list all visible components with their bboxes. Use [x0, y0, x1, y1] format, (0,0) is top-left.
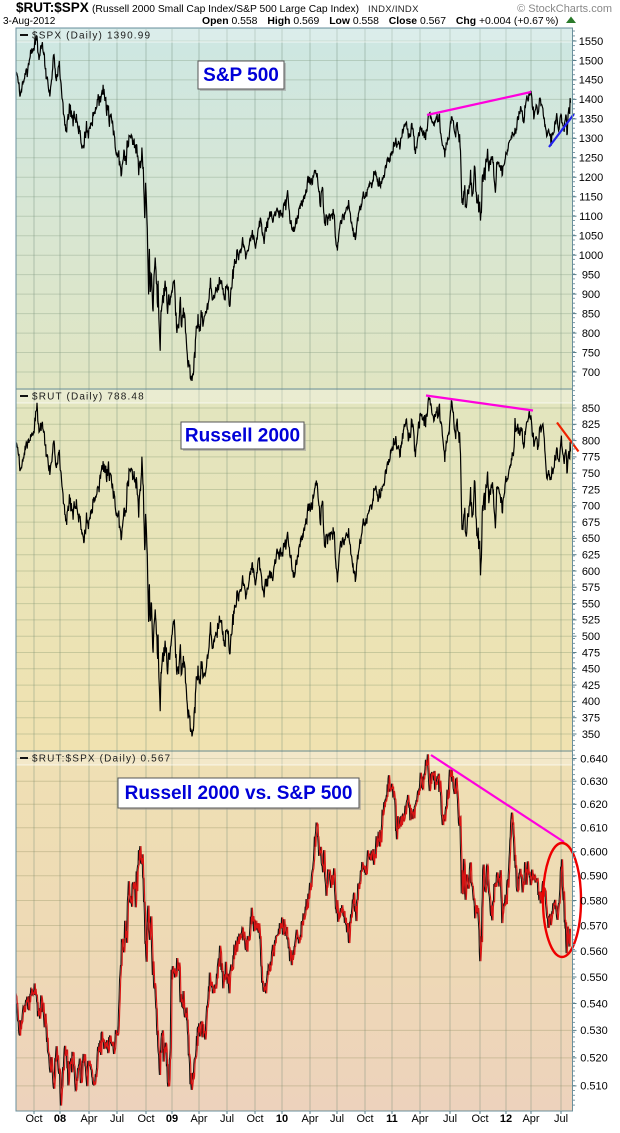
svg-text:Apr: Apr	[522, 1113, 539, 1125]
svg-text:0.530: 0.530	[580, 1025, 608, 1037]
svg-text:1050: 1050	[579, 231, 603, 243]
svg-text:08: 08	[54, 1113, 66, 1125]
svg-text:09: 09	[166, 1113, 178, 1125]
svg-text:Apr: Apr	[301, 1113, 318, 1125]
svg-text:700: 700	[582, 367, 600, 379]
svg-text:1000: 1000	[579, 250, 603, 262]
svg-text:© StockCharts.com: © StockCharts.com	[517, 3, 612, 15]
svg-text:0.640: 0.640	[580, 753, 608, 765]
svg-text:Jul: Jul	[443, 1113, 457, 1125]
svg-text:750: 750	[582, 468, 600, 480]
svg-text:1250: 1250	[579, 153, 603, 165]
svg-text:1100: 1100	[579, 211, 603, 223]
svg-text:0.540: 0.540	[580, 998, 608, 1010]
svg-text:1500: 1500	[579, 55, 603, 67]
svg-text:1300: 1300	[579, 133, 603, 145]
svg-text:350: 350	[582, 729, 600, 741]
svg-text:750: 750	[582, 347, 600, 359]
svg-text:850: 850	[582, 308, 600, 320]
svg-text:0.550: 0.550	[580, 972, 608, 984]
svg-text:0.510: 0.510	[580, 1081, 608, 1093]
svg-text:Oct: Oct	[246, 1113, 263, 1125]
svg-text:1400: 1400	[579, 94, 603, 106]
svg-text:12: 12	[500, 1113, 512, 1125]
svg-text:Oct: Oct	[471, 1113, 488, 1125]
svg-text:0.520: 0.520	[580, 1053, 608, 1065]
svg-text:(Russell 2000 Small Cap Index/: (Russell 2000 Small Cap Index/S&P 500 La…	[92, 4, 359, 15]
svg-text:Jul: Jul	[220, 1113, 234, 1125]
svg-text:450: 450	[582, 664, 600, 676]
svg-text:Apr: Apr	[80, 1113, 97, 1125]
svg-text:$RUT (Daily) 788.48: $RUT (Daily) 788.48	[32, 392, 145, 403]
svg-text:0.630: 0.630	[580, 776, 608, 788]
svg-text:550: 550	[582, 598, 600, 610]
svg-text:600: 600	[582, 566, 600, 578]
svg-text:0.590: 0.590	[580, 871, 608, 883]
svg-text:Apr: Apr	[411, 1113, 428, 1125]
svg-text:1350: 1350	[579, 114, 603, 126]
svg-text:1550: 1550	[579, 36, 603, 48]
svg-text:850: 850	[582, 403, 600, 415]
svg-text:475: 475	[582, 647, 600, 659]
svg-text:0.600: 0.600	[580, 846, 608, 858]
svg-text:3-Aug-2012: 3-Aug-2012	[3, 16, 56, 27]
svg-text:S&P 500: S&P 500	[203, 65, 279, 86]
svg-text:$SPX (Daily) 1390.99: $SPX (Daily) 1390.99	[32, 31, 151, 42]
svg-text:500: 500	[582, 631, 600, 643]
svg-text:1150: 1150	[579, 192, 603, 204]
svg-text:10: 10	[276, 1113, 288, 1125]
svg-text:Oct: Oct	[25, 1113, 42, 1125]
svg-text:1450: 1450	[579, 75, 603, 87]
svg-text:950: 950	[582, 269, 600, 281]
svg-text:400: 400	[582, 696, 600, 708]
svg-text:700: 700	[582, 501, 600, 513]
svg-text:650: 650	[582, 533, 600, 545]
svg-text:0.570: 0.570	[580, 920, 608, 932]
svg-text:375: 375	[582, 713, 600, 725]
svg-text:675: 675	[582, 517, 600, 529]
svg-text:0.610: 0.610	[580, 823, 608, 835]
svg-text:Jul: Jul	[554, 1113, 568, 1125]
svg-text:$RUT:$SPX (Daily) 0.567: $RUT:$SPX (Daily) 0.567	[32, 754, 171, 765]
svg-text:Russell 2000 vs. S&P 500: Russell 2000 vs. S&P 500	[125, 783, 353, 804]
svg-text:825: 825	[582, 419, 600, 431]
svg-text:800: 800	[582, 328, 600, 340]
svg-text:Oct: Oct	[356, 1113, 373, 1125]
svg-text:INDX/INDX: INDX/INDX	[368, 4, 419, 15]
svg-text:1200: 1200	[579, 172, 603, 184]
svg-text:Apr: Apr	[190, 1113, 207, 1125]
svg-text:0.580: 0.580	[580, 895, 608, 907]
svg-text:525: 525	[582, 615, 600, 627]
svg-text:575: 575	[582, 582, 600, 594]
svg-text:0.620: 0.620	[580, 799, 608, 811]
svg-text:425: 425	[582, 680, 600, 692]
svg-text:0.560: 0.560	[580, 946, 608, 958]
svg-text:Russell 2000: Russell 2000	[185, 426, 300, 447]
svg-text:775: 775	[582, 452, 600, 464]
svg-text:900: 900	[582, 289, 600, 301]
svg-text:Jul: Jul	[110, 1113, 124, 1125]
svg-text:725: 725	[582, 484, 600, 496]
svg-text:Oct: Oct	[137, 1113, 154, 1125]
svg-text:Jul: Jul	[330, 1113, 344, 1125]
svg-text:$RUT:$SPX: $RUT:$SPX	[16, 0, 89, 15]
svg-text:800: 800	[582, 435, 600, 447]
svg-text:625: 625	[582, 550, 600, 562]
svg-text:11: 11	[386, 1113, 398, 1125]
